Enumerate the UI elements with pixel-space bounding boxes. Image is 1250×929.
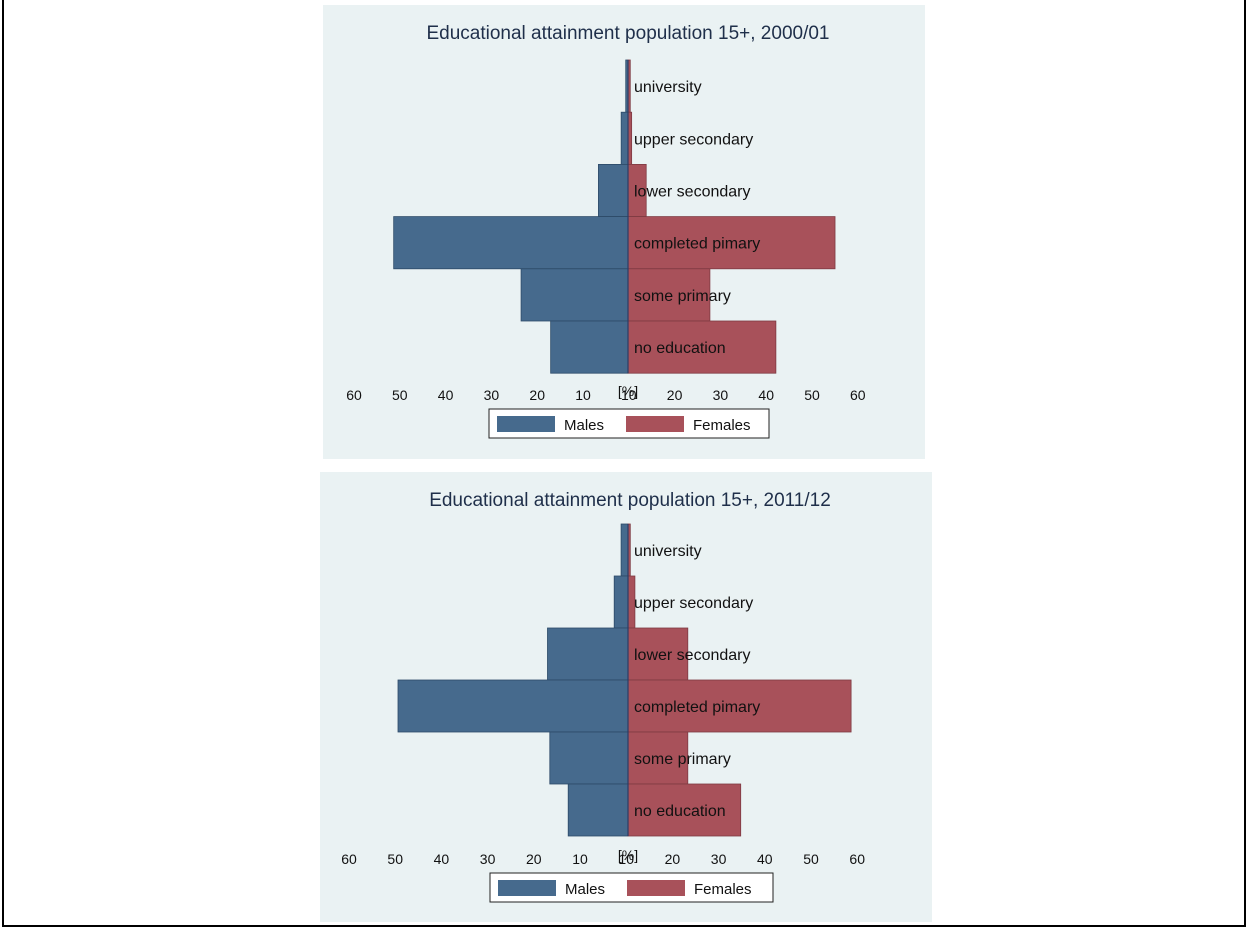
legend-swatch-females [626,416,684,432]
bar-females-completed-pimary [627,216,836,270]
x-tick-label: 50 [804,387,820,403]
x-tick-label: 40 [758,387,774,403]
x-tick-label: 40 [757,851,773,867]
legend-label-males: Males [564,417,604,434]
x-tick-label: 40 [434,851,450,867]
bar-males-some-primary [549,731,629,785]
bar-males-lower-secondary [547,627,629,681]
bar-males-completed-pimary [393,216,629,270]
x-tick-label: 20 [526,851,542,867]
chart-panel-2000: Educational attainment population 15+, 2… [323,5,925,459]
chart-panel-2011: Educational attainment population 15+, 2… [320,472,932,922]
x-tick-label: 20 [665,851,681,867]
x-tick-label: 20 [667,387,683,403]
bar-females-no-education [627,783,742,837]
legend: Males Females [488,408,770,439]
x-tick-label: 30 [711,851,727,867]
legend-swatch-males [497,416,555,432]
bar-females-no-education [627,320,777,374]
bar-males-no-education [550,320,629,374]
category-label: completed pimary [634,236,760,253]
category-label: upper secondary [634,131,753,148]
x-tick-label: 60 [850,387,866,403]
legend-label-females: Females [693,417,751,434]
category-label: no education [634,803,726,820]
bar-males-no-education [567,783,629,837]
category-label: some primary [634,288,731,305]
category-label: lower secondary [634,184,751,201]
x-tick-label: 50 [392,387,408,403]
x-tick-label: 60 [341,851,357,867]
bar-males-upper-secondary [613,575,629,629]
pyramid-chart-2000: Educational attainment population 15+, 2… [346,23,866,439]
x-axis-label: [%] [618,847,638,863]
chart-title: Educational attainment population 15+, 2… [426,23,829,44]
bar-males-lower-secondary [598,163,629,217]
category-label: some primary [634,751,731,768]
x-tick-label: 10 [572,851,588,867]
x-tick-label: 60 [346,387,362,403]
category-label: upper secondary [634,595,753,612]
bar-females-completed-pimary [627,679,852,733]
bar-males-completed-pimary [397,679,629,733]
legend-label-males: Males [565,881,605,898]
chart-title: Educational attainment population 15+, 2… [429,490,831,511]
x-axis-label: [%] [618,383,638,399]
x-tick-label: 20 [529,387,545,403]
category-label: university [634,79,702,96]
pyramid-chart-2011: Educational attainment population 15+, 2… [341,490,865,903]
x-tick-label: 60 [849,851,865,867]
category-label: no education [634,340,726,357]
bar-males-some-primary [520,268,629,322]
x-tick-label: 30 [713,387,729,403]
legend-swatch-males [498,880,556,896]
bar-females-some-primary [627,731,689,785]
category-label: lower secondary [634,647,751,664]
bar-males-upper-secondary [620,111,629,165]
x-tick-label: 30 [484,387,500,403]
x-tick-label: 40 [438,387,454,403]
x-tick-label: 10 [575,387,591,403]
category-label: university [634,543,702,560]
x-tick-label: 10 [618,851,634,867]
legend-label-females: Females [694,881,752,898]
category-label: completed pimary [634,699,760,716]
legend: Males Females [489,872,774,903]
x-tick-label: 10 [621,387,637,403]
bar-males-university [620,523,629,577]
x-tick-label: 50 [803,851,819,867]
x-tick-label: 30 [480,851,496,867]
x-tick-label: 50 [387,851,403,867]
legend-swatch-females [627,880,685,896]
